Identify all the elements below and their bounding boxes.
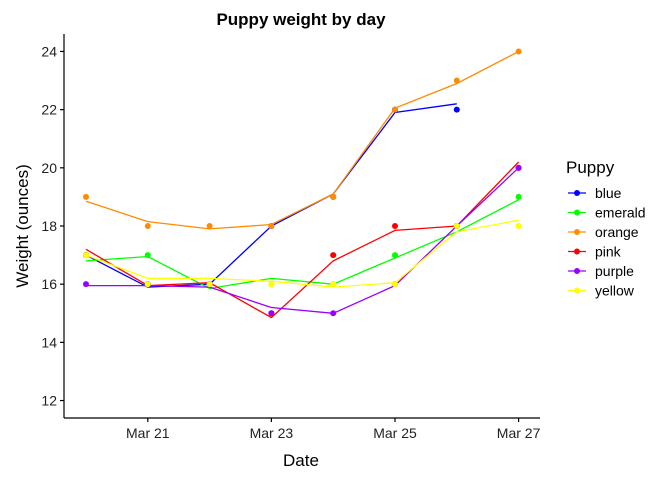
series-yellow bbox=[83, 219, 522, 288]
series-blue bbox=[83, 103, 460, 288]
legend-label: pink bbox=[595, 244, 622, 260]
data-point-orange bbox=[330, 193, 337, 200]
data-point-yellow bbox=[330, 281, 337, 288]
legend-item-emerald: emerald bbox=[568, 205, 646, 221]
y-tick-label: 12 bbox=[41, 393, 57, 409]
data-point-emerald bbox=[144, 252, 151, 259]
series-line-yellow bbox=[85, 219, 519, 288]
data-point-yellow bbox=[206, 281, 213, 288]
data-point-orange bbox=[268, 223, 275, 229]
series-line-blue bbox=[85, 103, 457, 288]
data-point-pink bbox=[330, 252, 337, 259]
legend-item-pink: pink bbox=[568, 244, 622, 260]
data-point-orange bbox=[206, 223, 213, 229]
legend-label: blue bbox=[595, 185, 622, 201]
data-point-purple bbox=[515, 164, 522, 171]
data-point-purple bbox=[330, 310, 337, 317]
legend-label: emerald bbox=[595, 205, 646, 221]
data-point-blue bbox=[453, 106, 460, 113]
data-point-orange bbox=[392, 106, 398, 113]
data-point-yellow bbox=[144, 281, 151, 288]
data-point-purple bbox=[268, 310, 275, 317]
data-point-pink bbox=[392, 223, 398, 229]
x-tick-label: Mar 23 bbox=[250, 425, 294, 441]
legend-label: yellow bbox=[595, 283, 635, 299]
legend-title: Puppy bbox=[566, 158, 615, 177]
y-tick-label: 22 bbox=[41, 102, 57, 118]
x-ticks: Mar 21 Mar 23 Mar 25 Mar 27 bbox=[126, 418, 541, 441]
data-point-emerald bbox=[515, 193, 522, 200]
series-line-purple bbox=[86, 167, 520, 314]
y-tick-label: 18 bbox=[41, 218, 57, 234]
legend-key-dot bbox=[574, 248, 580, 255]
chart-title: Puppy weight by day bbox=[216, 10, 386, 29]
legend-key-dot bbox=[574, 190, 580, 196]
data-point-orange bbox=[453, 77, 460, 84]
y-tick-label: 16 bbox=[41, 276, 57, 292]
x-tick-label: Mar 25 bbox=[373, 425, 417, 441]
y-axis-title: Weight (ounces) bbox=[13, 164, 32, 287]
legend-key-dot bbox=[574, 209, 580, 216]
plot-area bbox=[83, 48, 522, 319]
data-point-yellow bbox=[83, 252, 89, 259]
data-point-yellow bbox=[392, 281, 398, 288]
legend-item-yellow: yellow bbox=[568, 283, 635, 299]
legend-key-dot bbox=[574, 268, 580, 274]
y-ticks: 12 14 16 18 20 22 24 bbox=[41, 43, 64, 409]
data-point-yellow bbox=[268, 281, 275, 288]
legend-key-dot bbox=[574, 229, 580, 235]
data-point-orange bbox=[515, 48, 522, 55]
series-purple bbox=[83, 164, 522, 317]
x-tick-label: Mar 27 bbox=[497, 425, 541, 441]
legend-item-blue: blue bbox=[568, 185, 622, 201]
data-point-purple bbox=[83, 281, 89, 288]
y-tick-label: 14 bbox=[41, 334, 57, 350]
series-line-orange bbox=[85, 50, 519, 230]
data-point-yellow bbox=[453, 223, 460, 229]
y-tick-label: 20 bbox=[41, 160, 57, 176]
legend-label: orange bbox=[595, 224, 639, 240]
data-point-orange bbox=[144, 223, 151, 229]
x-tick-label: Mar 21 bbox=[126, 425, 170, 441]
legend-item-orange: orange bbox=[568, 224, 639, 240]
legend-item-purple: purple bbox=[568, 263, 634, 279]
legend-key-dot bbox=[574, 287, 580, 294]
series-pink bbox=[83, 161, 522, 319]
legend-label: purple bbox=[595, 263, 634, 279]
data-point-emerald bbox=[392, 252, 398, 259]
series-line-emerald bbox=[85, 199, 519, 290]
series-line-pink bbox=[85, 161, 520, 319]
series-orange bbox=[83, 48, 522, 230]
y-tick-label: 24 bbox=[41, 43, 57, 59]
series-emerald bbox=[83, 193, 522, 290]
x-axis-title: Date bbox=[283, 451, 319, 470]
data-point-yellow bbox=[515, 223, 522, 229]
data-point-orange bbox=[83, 193, 89, 200]
legend: Puppy blue emerald orange pink purple yellow bbox=[566, 158, 646, 299]
